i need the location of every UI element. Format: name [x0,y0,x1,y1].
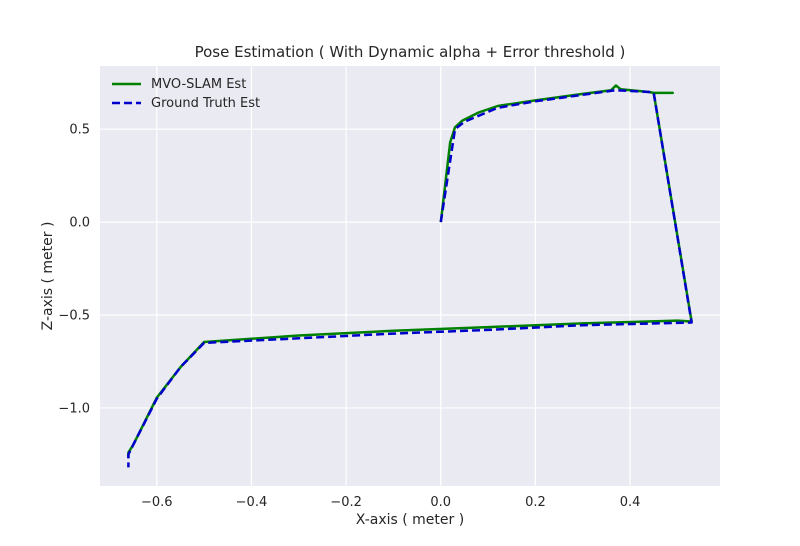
legend-label-mvo-slam: MVO-SLAM Est [151,77,246,92]
y-tick-label: 0.0 [69,216,90,231]
grid [100,66,720,486]
y-tick-label: 0.5 [69,123,90,138]
x-tick-label: 0.0 [430,495,451,510]
legend-label-ground-truth: Ground Truth Est [151,96,260,111]
x-tick-label: −0.6 [141,495,173,510]
chart-title: Pose Estimation ( With Dynamic alpha + E… [195,43,626,61]
x-tick-label: −0.2 [330,495,362,510]
x-tick-labels: −0.6 −0.4 −0.2 0.0 0.2 0.4 [141,495,640,510]
legend: MVO-SLAM Est Ground Truth Est [112,77,260,111]
series-line-0 [127,84,693,459]
x-tick-label: 0.2 [525,495,546,510]
y-axis-label: Z-axis ( meter ) [40,222,56,331]
y-tick-label: −0.5 [58,309,90,324]
x-tick-label: 0.4 [620,495,641,510]
plot-area [100,66,720,486]
series-lines [127,84,693,468]
y-tick-label: −1.0 [58,401,90,416]
x-tick-label: −0.4 [236,495,268,510]
y-tick-labels: 0.5 0.0 −0.5 −1.0 [58,123,90,417]
x-axis-label: X-axis ( meter ) [356,512,464,528]
series-line-1 [127,88,693,468]
